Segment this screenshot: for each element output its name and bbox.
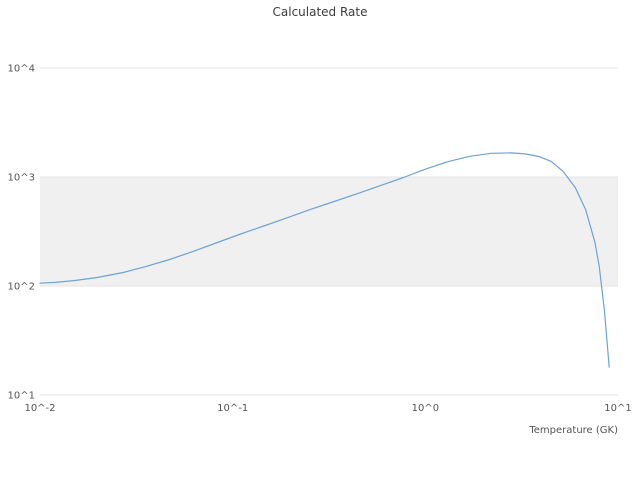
x-axis-tick-labels: 10^-2 10^-1 10^0 10^1: [24, 403, 631, 414]
x-tick-label: 10^-1: [217, 403, 248, 414]
rate-curve: [39, 152, 610, 368]
y-tick-label: 10^3: [8, 173, 35, 184]
y-axis-tick-labels: 10^1 10^2 10^3 10^4: [8, 64, 35, 402]
gridlines: [40, 67, 618, 396]
y-tick-label: 10^4: [8, 64, 35, 75]
x-tick-label: 10^1: [604, 403, 631, 414]
chart-title: Calculated Rate: [273, 5, 368, 19]
x-axis-label: Temperature (GK): [528, 425, 618, 436]
x-tick-label: 10^0: [412, 403, 439, 414]
y-tick-label: 10^1: [8, 391, 35, 402]
decade-shading-band: [40, 177, 618, 286]
x-tick-label: 10^-2: [24, 403, 55, 414]
y-tick-label: 10^2: [8, 282, 35, 293]
